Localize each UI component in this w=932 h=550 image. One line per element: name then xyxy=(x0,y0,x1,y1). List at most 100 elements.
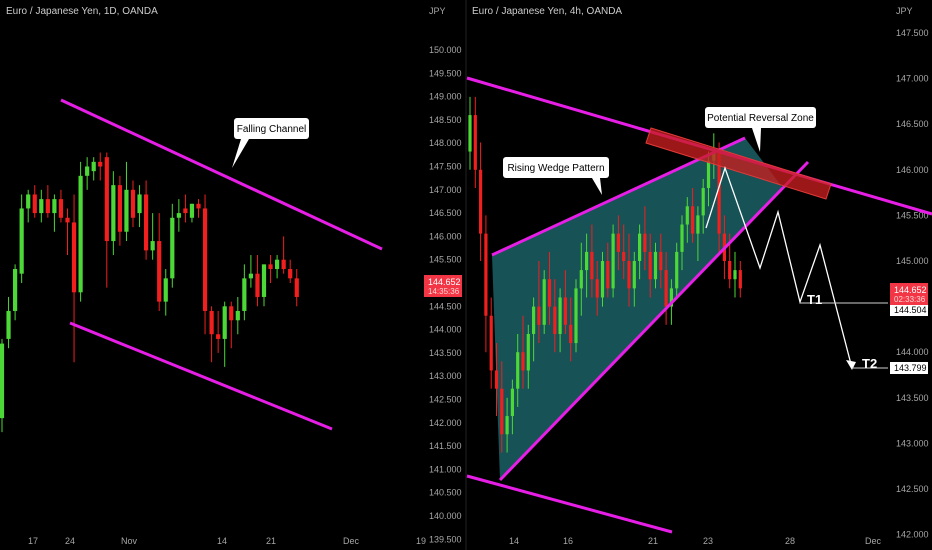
left-candle-body xyxy=(111,185,116,242)
left-candle-body xyxy=(32,194,37,214)
falling-channel-lower-line[interactable] xyxy=(69,321,333,431)
right-candle-body xyxy=(733,270,737,280)
right-y-tick-label: 143.500 xyxy=(896,393,929,403)
rising-wedge-callout[interactable]: Rising Wedge Pattern xyxy=(503,157,609,195)
left-candle-body xyxy=(124,189,129,232)
falling-channel-callout[interactable]: Falling Channel xyxy=(232,118,309,168)
right-candle-body xyxy=(590,251,594,280)
potential-reversal-zone[interactable] xyxy=(645,127,832,200)
left-candle-body xyxy=(170,217,175,279)
right-x-axis[interactable]: 14 16 21 23 28 Dec xyxy=(509,536,882,546)
left-x-tick-label: 17 xyxy=(28,536,38,546)
left-y-tick-label: 145.500 xyxy=(429,255,462,265)
right-countdown: 02:33:36 xyxy=(894,295,926,304)
left-chart-title: Euro / Japanese Yen, 1D, OANDA xyxy=(6,6,158,17)
left-candle-body xyxy=(216,334,221,339)
rising-wedge-callout-pointer xyxy=(592,178,602,195)
right-candle-body xyxy=(632,261,636,289)
left-candle-body xyxy=(144,194,149,251)
right-last-price-tag: 144.652 02:33:36 xyxy=(890,283,928,305)
left-candle-body xyxy=(39,199,44,214)
reversal-zone-callout-box xyxy=(705,107,816,128)
right-candle-body xyxy=(738,270,742,289)
left-y-tick-label: 141.500 xyxy=(429,441,462,451)
right-chart-title: Euro / Japanese Yen, 4h, OANDA xyxy=(472,6,622,17)
left-y-tick-label: 143.500 xyxy=(429,348,462,358)
left-x-tick-label: Dec xyxy=(343,536,360,546)
left-candle-body xyxy=(137,194,142,214)
left-candle-body xyxy=(202,208,208,311)
right-candle-body xyxy=(563,297,567,325)
left-candle-body xyxy=(0,343,5,419)
left-y-tick-label: 142.000 xyxy=(429,418,462,428)
left-last-price-tag: 144.652 14:35:36 xyxy=(424,275,462,297)
left-candle-body xyxy=(78,175,83,293)
target-t1-label: T1 xyxy=(807,292,822,307)
falling-channel-label: Falling Channel xyxy=(237,124,307,135)
left-y-tick-label: 139.500 xyxy=(429,534,462,544)
right-candle-body xyxy=(484,233,488,316)
left-y-tick-label: 141.000 xyxy=(429,464,462,474)
left-candle-body xyxy=(189,203,195,218)
target-t1-price: 144.504 xyxy=(894,305,927,315)
left-candle-body xyxy=(196,203,201,209)
left-candle-body xyxy=(117,185,122,232)
left-candle-body xyxy=(176,213,181,218)
right-last-price: 144.652 xyxy=(894,285,927,295)
left-candle-body xyxy=(58,199,64,218)
reversal-zone-callout-pointer xyxy=(752,128,761,152)
left-y-tick-label: 146.500 xyxy=(429,208,462,218)
rising-wedge-lower-line[interactable] xyxy=(498,160,810,482)
left-x-axis[interactable]: 17 24 Nov 14 21 Dec 19 xyxy=(28,536,426,546)
right-candle-body xyxy=(537,306,541,325)
right-candle-body xyxy=(648,251,652,280)
left-candle-body xyxy=(294,278,299,297)
left-candle-body xyxy=(91,161,96,172)
left-candles xyxy=(0,152,299,433)
falling-channel-upper-line[interactable] xyxy=(60,98,383,251)
left-countdown: 14:35:36 xyxy=(428,287,460,296)
target-t2-label: T2 xyxy=(862,356,877,371)
right-candle-body xyxy=(643,233,647,252)
falling-channel-callout-pointer xyxy=(232,139,249,168)
left-currency-label: JPY xyxy=(429,6,446,16)
right-y-tick-label: 146.500 xyxy=(896,119,929,129)
left-last-price-tag-bg xyxy=(424,275,462,297)
left-x-tick-label: 21 xyxy=(266,536,276,546)
right-candle-body xyxy=(473,115,477,170)
left-candle-body xyxy=(163,278,168,302)
descending-support-line[interactable] xyxy=(466,474,673,534)
left-candle-body xyxy=(52,199,57,214)
left-y-tick-label: 142.500 xyxy=(429,395,462,405)
left-candle-body xyxy=(26,194,31,209)
left-candle-body xyxy=(65,217,70,223)
left-y-tick-label: 148.000 xyxy=(429,138,462,148)
right-candle-body xyxy=(494,370,499,389)
right-candle-body xyxy=(489,315,493,371)
right-candle-body xyxy=(696,215,700,234)
left-candle-body xyxy=(45,199,50,214)
right-candle-body xyxy=(547,279,552,307)
left-candle-body xyxy=(209,310,214,335)
right-candle-body xyxy=(653,251,658,280)
right-candle-body xyxy=(616,233,620,252)
left-y-tick-label: 148.500 xyxy=(429,115,462,125)
rising-wedge-label: Rising Wedge Pattern xyxy=(507,163,604,174)
right-candle-body xyxy=(532,306,536,334)
left-y-tick-label: 143.000 xyxy=(429,371,462,381)
right-candle-body xyxy=(622,251,626,261)
left-y-axis[interactable]: 150.000 149.500 149.000 148.500 148.000 147.5… xyxy=(429,45,462,544)
right-candle-body xyxy=(574,288,578,344)
right-candle-body xyxy=(526,333,530,371)
right-candle-body xyxy=(691,206,695,234)
left-candle-body xyxy=(268,264,273,270)
left-candle-body xyxy=(130,189,136,218)
left-candle-body xyxy=(19,208,24,274)
left-y-tick-label: 146.000 xyxy=(429,231,462,241)
right-panel: Euro / Japanese Yen, 4h, OANDA JPY 147.5… xyxy=(466,6,932,546)
target-t1-price-tag xyxy=(890,304,928,316)
right-candle-body xyxy=(659,251,663,271)
right-candle-body xyxy=(479,169,483,234)
reversal-zone-callout[interactable]: Potential Reversal Zone xyxy=(705,107,816,152)
